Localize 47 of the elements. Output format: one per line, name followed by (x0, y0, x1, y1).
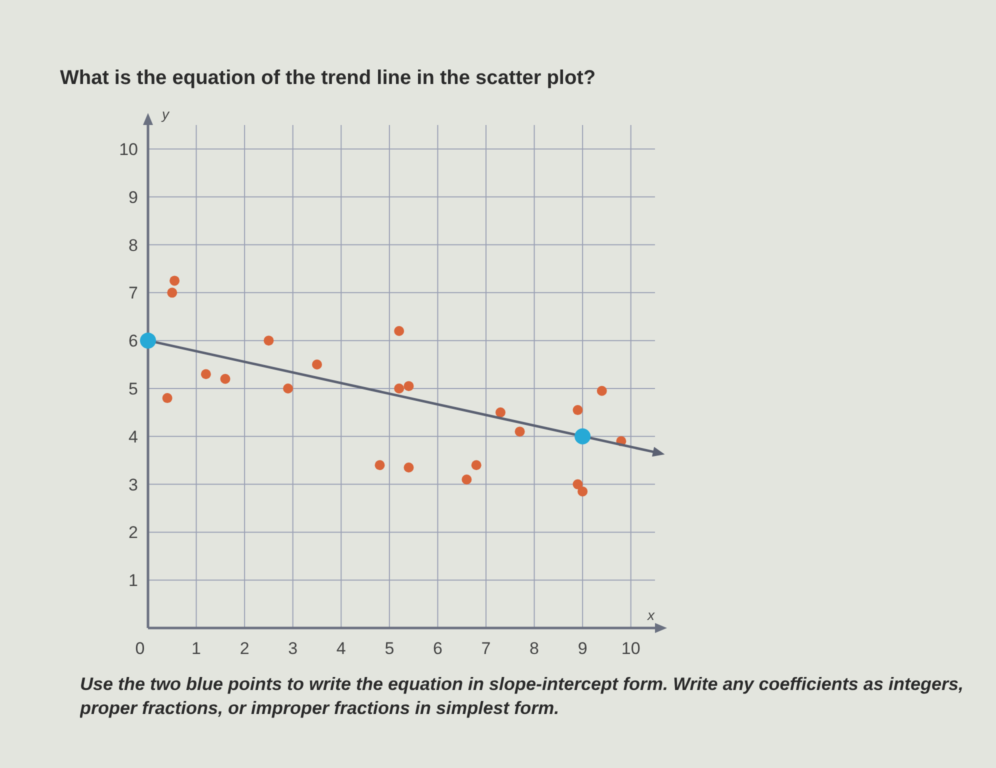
x-tick-label: 3 (288, 639, 298, 658)
point (462, 474, 472, 484)
x-tick-label: 2 (240, 639, 250, 658)
point (394, 383, 404, 394)
x-tick-label: 1 (192, 639, 202, 658)
x-tick-label: 4 (336, 639, 346, 658)
x-tick-label: 10 (621, 639, 640, 658)
point (404, 381, 414, 392)
point (394, 326, 404, 336)
x-tick-label: 9 (578, 639, 588, 658)
y-tick-label: 7 (128, 284, 138, 303)
chart-title: What is the equation of the trend line in the scatter plot? (60, 67, 596, 89)
y-tick-label: 6 (128, 332, 138, 351)
y-tick-label: 2 (128, 523, 138, 542)
point (220, 374, 230, 384)
point (312, 360, 322, 370)
y-tick-label: 9 (128, 188, 138, 207)
point (578, 486, 588, 496)
point (572, 479, 583, 490)
y-tick-label: 4 (128, 427, 138, 446)
point (170, 276, 180, 286)
point (514, 426, 525, 437)
x-tick-label: 5 (384, 639, 394, 658)
point (283, 383, 294, 394)
point (574, 428, 591, 444)
point (471, 460, 482, 470)
y-tick-label: 3 (128, 475, 138, 494)
y-tick-label: 10 (119, 140, 138, 159)
point (596, 386, 607, 396)
x-tick-label: 8 (530, 639, 540, 658)
point (374, 460, 385, 470)
x-tick-label: 6 (432, 639, 442, 658)
point (140, 332, 156, 349)
x-tick-label: 0 (135, 639, 145, 658)
y-axis-title: y (161, 106, 170, 122)
y-tick-label: 8 (128, 236, 138, 255)
point (162, 393, 172, 404)
y-tick-label: 1 (128, 571, 138, 590)
x-tick-label: 7 (481, 639, 491, 658)
point (404, 462, 414, 473)
x-axis-title: x (646, 607, 656, 623)
y-tick-label: 5 (128, 379, 138, 398)
point (495, 407, 506, 418)
point (572, 405, 583, 416)
point (264, 336, 274, 346)
point (167, 288, 178, 298)
point (200, 369, 211, 380)
